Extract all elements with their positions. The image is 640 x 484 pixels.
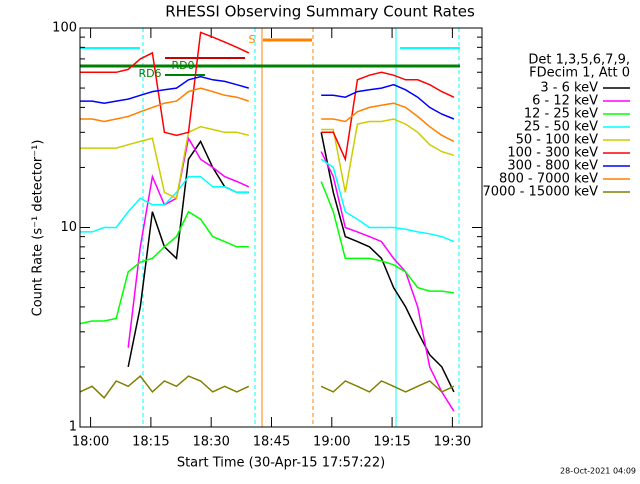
series-line <box>127 136 455 412</box>
series-line <box>80 118 455 200</box>
series-line <box>80 158 455 243</box>
x-tick-label: 19:15 <box>373 435 410 450</box>
legend-label: 7000 - 15000 keV <box>483 185 599 200</box>
annotation: S <box>249 33 256 46</box>
x-tick-label: 18:30 <box>192 435 229 450</box>
x-tick-label: 19:30 <box>434 435 471 450</box>
y-tick-label: 100 <box>52 21 77 36</box>
series-line <box>80 87 455 143</box>
x-tick-label: 18:45 <box>253 435 290 450</box>
x-tick-label: 18:15 <box>132 435 169 450</box>
chart-title: RHESSI Observing Summary Count Rates <box>165 3 475 21</box>
x-tick-label: 18:00 <box>72 435 109 450</box>
legend-label: 100 - 300 keV <box>507 146 598 161</box>
legend-label: 25 - 50 keV <box>524 120 598 135</box>
legend-label: 800 - 7000 keV <box>499 172 598 187</box>
annotation: RD6 <box>138 67 161 80</box>
legend-header: FDecim 1, Att 0 <box>529 66 630 81</box>
legend-label: 50 - 100 keV <box>516 133 599 148</box>
legend-label: 12 - 25 keV <box>524 107 598 122</box>
y-axis-label: Count Rate (s⁻¹ detector⁻¹) <box>31 140 46 317</box>
series-line <box>80 31 455 162</box>
x-tick-label: 19:00 <box>313 435 350 450</box>
series-line <box>80 75 455 120</box>
legend-header: Det 1,3,5,6,7,9, <box>528 53 630 68</box>
y-tick-label: 1 <box>69 420 77 435</box>
plot-frame <box>79 27 483 428</box>
timestamp: 28-Oct-2021 04:09 <box>560 467 636 476</box>
legend-label: 300 - 800 keV <box>507 159 598 174</box>
series-line <box>79 375 455 399</box>
legend-label: 6 - 12 keV <box>532 94 598 109</box>
legend-label: 3 - 6 keV <box>540 81 598 96</box>
x-axis-label: Start Time (30-Apr-15 17:57:22) <box>177 456 385 471</box>
series-line <box>79 181 455 325</box>
y-tick-label: 10 <box>60 220 77 235</box>
